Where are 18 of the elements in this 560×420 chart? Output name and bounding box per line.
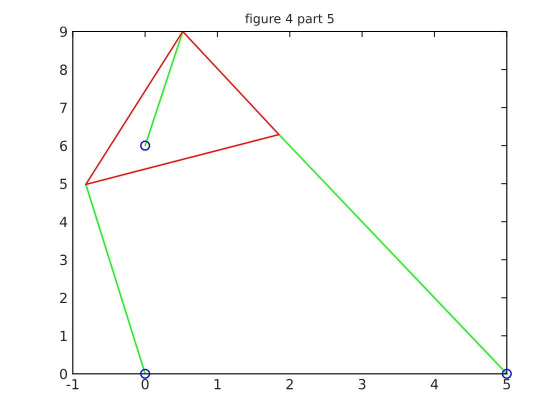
y-tick-label: 6: [60, 140, 68, 152]
y-tick-label: 1: [60, 330, 67, 342]
x-tick-label: 5: [503, 379, 510, 390]
y-tick-label: 9: [60, 26, 67, 37]
y-tick-label: 8: [60, 64, 67, 76]
x-tick-label: -1: [66, 379, 78, 390]
x-tick-label: 2: [286, 378, 293, 390]
y-tick-label: 2: [60, 292, 67, 304]
x-tick-label: 4: [430, 379, 438, 390]
y-tick-label: 3: [60, 254, 67, 266]
y-tick-label: 5: [60, 178, 67, 190]
y-tick-label: 0: [60, 368, 68, 380]
x-tick-label: 1: [214, 379, 221, 390]
chart-title: figure 4 part 5: [245, 14, 334, 26]
y-tick-label: 7: [60, 102, 67, 113]
x-tick-label: 3: [358, 378, 366, 390]
x-tick-label: 0: [142, 378, 149, 390]
y-tick-label: 4: [60, 216, 68, 227]
